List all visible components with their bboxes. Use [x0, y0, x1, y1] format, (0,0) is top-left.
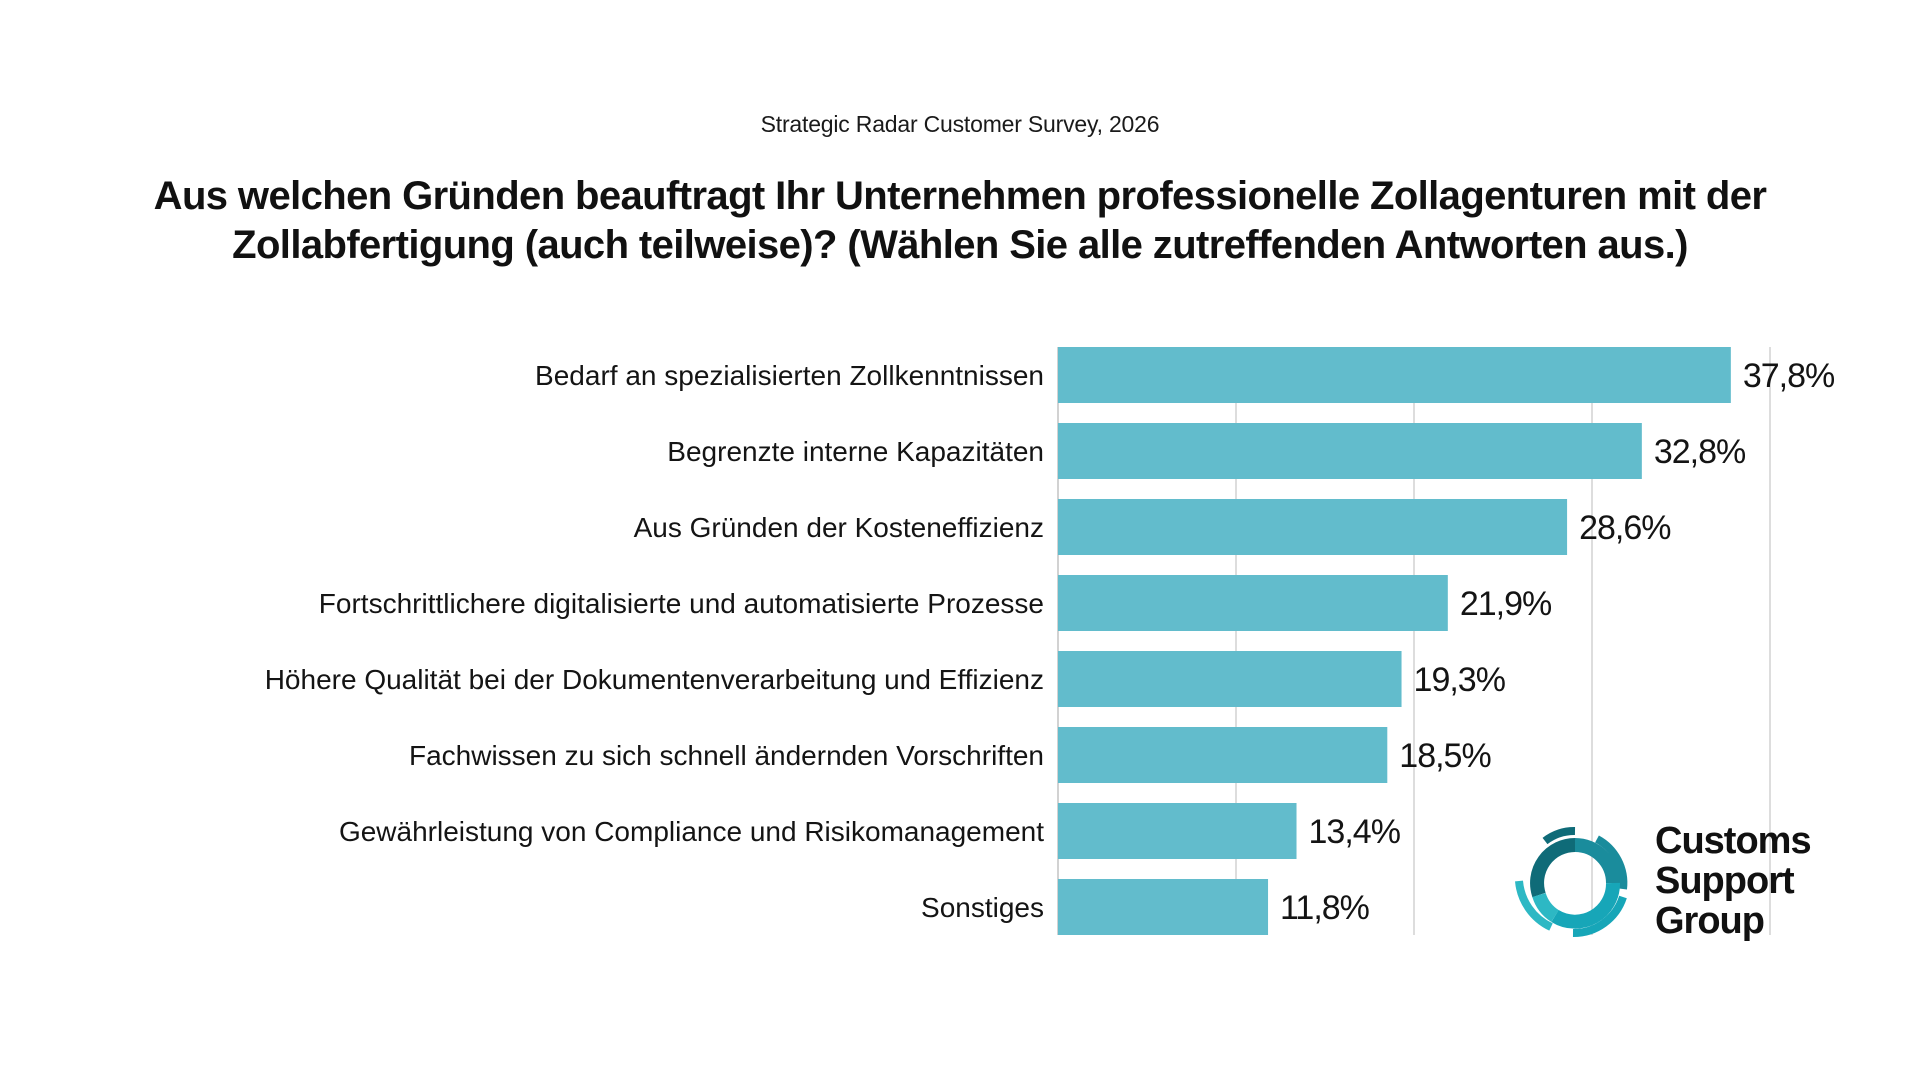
category-label: Gewährleistung von Compliance und Risiko…	[339, 816, 1044, 847]
value-label: 21,9%	[1460, 585, 1552, 623]
logo-line-support: Support	[1655, 860, 1795, 902]
logo-line-customs: Customs	[1655, 820, 1812, 862]
bar	[1058, 803, 1297, 859]
value-label: 28,6%	[1579, 509, 1671, 547]
bar	[1058, 347, 1731, 403]
value-label: 32,8%	[1654, 433, 1746, 471]
category-labels: Bedarf an spezialisierten Zollkenntnisse…	[265, 360, 1045, 923]
category-label: Fortschrittlichere digitalisierte und au…	[319, 588, 1044, 619]
customs-support-group-logo: Customs Support Group	[1515, 815, 1855, 965]
category-label: Bedarf an spezialisierten Zollkenntnisse…	[535, 360, 1044, 391]
category-label: Begrenzte interne Kapazitäten	[667, 436, 1044, 467]
value-labels: 37,8% 32,8% 28,6% 21,9% 19,3% 18,5% 13,4% 11,8%	[1280, 357, 1836, 927]
category-label: Fachwissen zu sich schnell ändernden Vor…	[409, 740, 1044, 771]
swirl-logo-icon	[1515, 826, 1628, 938]
category-label: Sonstiges	[921, 892, 1044, 923]
logo-line-group: Group	[1655, 900, 1765, 942]
bar	[1058, 499, 1568, 555]
bar	[1058, 879, 1269, 935]
category-label: Aus Gründen der Kosteneffizienz	[634, 512, 1044, 543]
chart-subtitle: Strategic Radar Customer Survey, 2026	[760, 111, 1160, 137]
bar	[1058, 575, 1448, 631]
category-label: Höhere Qualität bei der Dokumentenverarb…	[265, 664, 1044, 695]
bar	[1058, 727, 1388, 783]
chart-title: Aus welchen Gründen beauftragt Ihr Unter…	[153, 174, 1767, 267]
value-label: 11,8%	[1280, 889, 1370, 927]
logo-wordmark: Customs Support Group	[1655, 820, 1812, 942]
value-label: 13,4%	[1309, 813, 1401, 851]
bars	[1058, 347, 1731, 935]
bar	[1058, 423, 1642, 479]
value-label: 37,8%	[1743, 357, 1835, 395]
value-label: 18,5%	[1399, 737, 1491, 775]
bar	[1058, 651, 1402, 707]
value-label: 19,3%	[1414, 661, 1506, 699]
